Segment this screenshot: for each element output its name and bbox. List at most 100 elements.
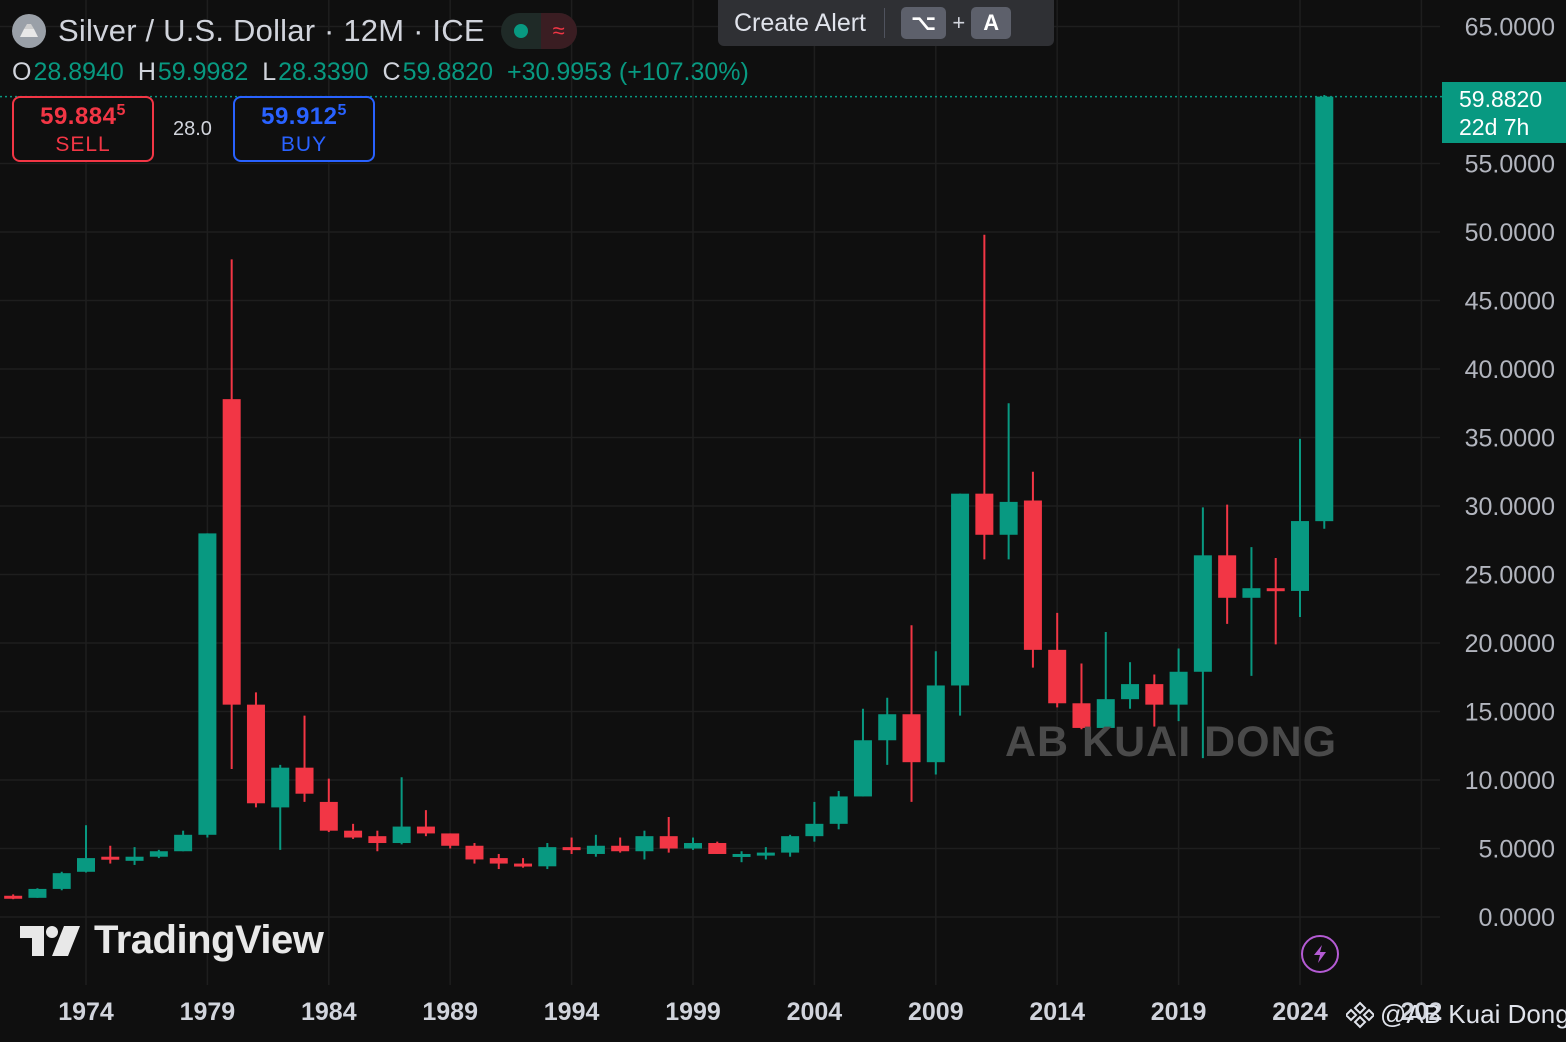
high-value: 59.9982 <box>157 58 249 86</box>
candle-body <box>222 399 241 705</box>
y-tick-label: 10.0000 <box>1465 767 1555 795</box>
candle-body <box>562 847 581 851</box>
x-tick-label: 2014 <box>1029 998 1085 1026</box>
open-label: O <box>12 58 32 86</box>
symbol-title[interactable]: Silver / U.S. Dollar · 12M · ICE <box>58 13 485 48</box>
candle-body <box>1145 684 1164 705</box>
candle-body <box>52 873 71 889</box>
candle-body <box>101 856 120 860</box>
option-key-icon: ⌥ <box>901 7 947 39</box>
candle-body <box>77 858 95 872</box>
candle-body <box>1291 521 1309 591</box>
x-tick-label: 1979 <box>180 998 236 1026</box>
candle-body <box>902 714 921 763</box>
candle-body <box>28 888 47 898</box>
last-price-value: 59.8820 <box>1459 86 1543 112</box>
buy-price-pip: 5 <box>337 101 347 119</box>
ohlc-readout: O 28.8940 H 59.9982 L 28.3390 C 59.8820 … <box>12 58 763 87</box>
candle-body <box>611 845 630 852</box>
create-alert-label[interactable]: Create Alert <box>734 8 867 37</box>
high-label: H <box>137 58 156 86</box>
x-tick-label: 1999 <box>665 998 721 1026</box>
candle-body <box>1315 96 1334 522</box>
lightning-icon[interactable] <box>1301 935 1339 973</box>
candle-body <box>951 493 970 686</box>
candle-body <box>708 843 727 854</box>
candle-body <box>732 853 751 857</box>
tradingview-mark-icon <box>20 925 80 956</box>
x-tick-label: 2009 <box>908 998 964 1026</box>
buy-price: 59.912 <box>261 102 338 130</box>
candle-body <box>368 836 387 844</box>
y-tick-label: 15.0000 <box>1465 699 1555 727</box>
binance-logo-icon <box>1346 1001 1374 1028</box>
candle-body <box>4 895 23 899</box>
candle-body <box>489 858 508 864</box>
low-label: L <box>262 58 277 86</box>
x-tick-label: 1989 <box>422 998 478 1026</box>
candle-body <box>684 843 702 849</box>
buy-button[interactable]: 59.9125 BUY <box>233 96 375 162</box>
candle-body <box>926 685 945 763</box>
candle-body <box>1121 684 1140 700</box>
y-tick-label: 0.0000 <box>1479 904 1555 932</box>
create-alert-tooltip[interactable]: Create Alert ⌥ + A <box>718 0 1054 46</box>
y-tick-label: 35.0000 <box>1465 425 1555 453</box>
y-tick-label: 20.0000 <box>1465 630 1555 658</box>
candle-body <box>465 845 484 860</box>
chart-header: Silver / U.S. Dollar · 12M · ICE ≈ <box>12 10 577 52</box>
candle-body <box>392 826 411 844</box>
candle-body <box>805 823 824 837</box>
x-tick-label: 1994 <box>544 998 600 1026</box>
divider <box>884 8 886 38</box>
x-tick-label: 1984 <box>301 998 357 1026</box>
sell-label: SELL <box>55 132 111 156</box>
market-status[interactable]: ≈ <box>500 13 577 49</box>
x-tick-label: 2024 <box>1272 998 1328 1026</box>
candle-body <box>1169 671 1188 705</box>
y-tick-label: 40.0000 <box>1465 356 1555 384</box>
candle-body <box>586 845 605 854</box>
candle-body <box>1023 500 1042 650</box>
candle-body <box>829 796 848 824</box>
candle-body <box>635 836 654 852</box>
x-tick-label: 2019 <box>1151 998 1207 1026</box>
silver-logo-icon <box>12 14 46 48</box>
tradingview-wordmark: TradingView <box>94 918 324 962</box>
y-tick-label: 30.0000 <box>1465 493 1555 521</box>
candle-body <box>999 501 1018 535</box>
low-value: 28.3390 <box>278 58 369 86</box>
open-value: 28.8940 <box>33 58 124 86</box>
y-tick-label: 45.0000 <box>1465 288 1555 316</box>
candle-body <box>149 851 168 857</box>
candle-body <box>853 740 872 797</box>
sell-price: 59.884 <box>40 102 117 130</box>
y-tick-label: 65.0000 <box>1465 14 1555 42</box>
candle-body <box>781 836 800 853</box>
spread-value: 28.0 <box>173 118 212 140</box>
close-label: C <box>382 58 401 86</box>
x-tick-label: 1974 <box>58 998 114 1026</box>
candle-body <box>1242 588 1261 598</box>
candle-body <box>1218 555 1237 598</box>
tradingview-logo[interactable]: TradingView <box>20 918 324 963</box>
candle-body <box>975 493 994 535</box>
candle-body <box>538 847 557 867</box>
sell-price-pip: 5 <box>116 101 126 119</box>
candle-body <box>198 533 217 835</box>
x-tick-label: 202 <box>1401 998 1443 1026</box>
candle-body <box>125 856 144 861</box>
last-price-tag: 59.8820 22d 7h <box>1442 82 1566 143</box>
author-credit-text: @AB Kuai Dong <box>1380 999 1566 1029</box>
candle-body <box>344 830 363 838</box>
candle-body <box>1266 588 1285 592</box>
sell-button[interactable]: 59.8845 SELL <box>12 96 154 162</box>
change-value: +30.9953 (+107.30%) <box>506 58 749 86</box>
candle-body <box>441 833 460 846</box>
candle-body <box>1193 555 1212 672</box>
candle-body <box>1048 649 1067 704</box>
shortcut-plus: + <box>952 10 966 35</box>
market-open-dot-icon <box>513 24 528 38</box>
